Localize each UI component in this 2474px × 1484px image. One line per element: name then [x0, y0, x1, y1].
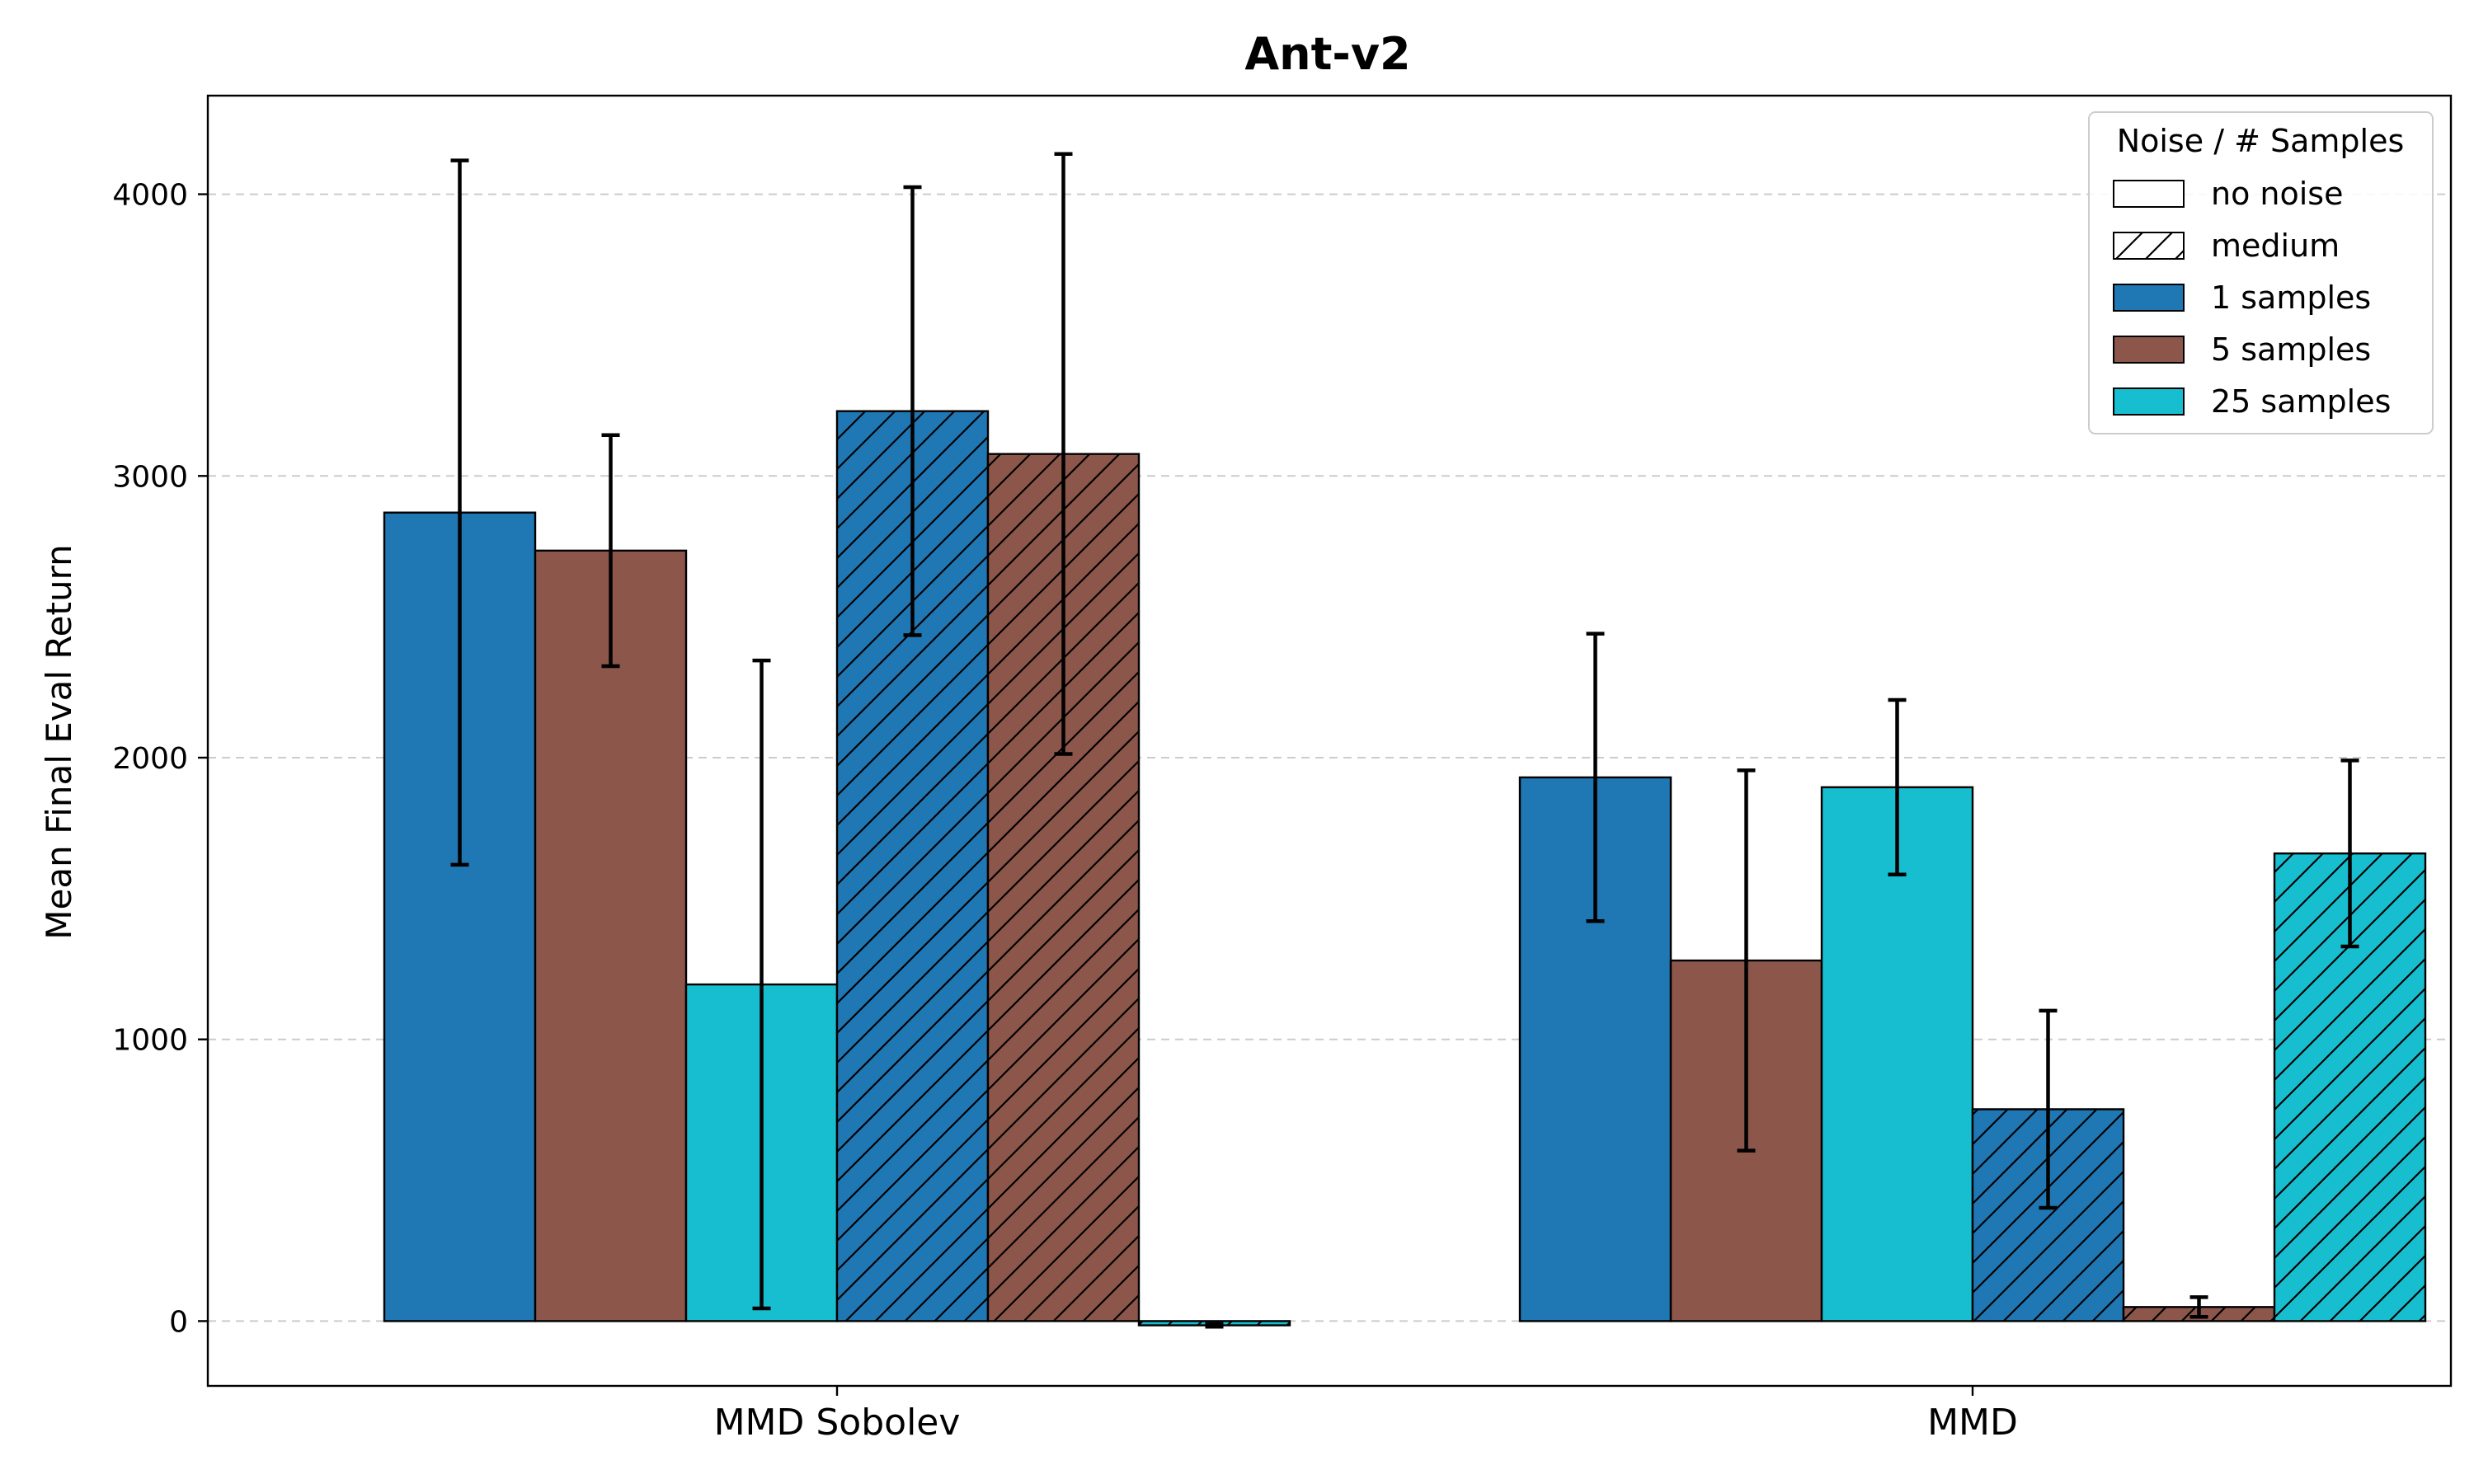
x-tick-label-1: MMD [1927, 1402, 2018, 1444]
legend-swatch-25-samples [2113, 387, 2185, 416]
legend-label-no-noise: no noise [2211, 176, 2343, 212]
y-tick-label-2000: 2000 [112, 742, 188, 776]
y-tick-label-4000: 4000 [112, 179, 188, 213]
legend-label-5-samples: 5 samples [2211, 331, 2371, 368]
plot-frame [206, 94, 2453, 1388]
x-tick-label-0: MMD Sobolev [714, 1402, 961, 1444]
bars [383, 410, 2427, 1327]
legend-swatch-5-samples [2113, 336, 2185, 364]
legend-label-1-samples: 1 samples [2211, 279, 2371, 316]
chart-title: Ant-v2 [1244, 28, 1410, 80]
y-axis: 0 1000 2000 3000 4000 [112, 179, 208, 1339]
legend-swatch-no-noise [2113, 180, 2185, 208]
legend: Noise / # Samples no noise medium 1 samp… [2088, 111, 2434, 434]
error-bars [450, 152, 2359, 1329]
legend-label-medium: medium [2211, 228, 2340, 264]
y-tick-label-0: 0 [169, 1305, 188, 1339]
y-tick-label-3000: 3000 [112, 460, 188, 494]
legend-swatch-medium [2113, 232, 2185, 260]
legend-label-25-samples: 25 samples [2211, 383, 2391, 420]
y-tick-label-1000: 1000 [112, 1024, 188, 1058]
x-axis: MMD Sobolev MMD [714, 1386, 2018, 1444]
bar-g0-s1 [535, 550, 686, 1322]
legend-title: Noise / # Samples [2117, 123, 2405, 159]
y-axis-label: Mean Final Eval Return [39, 544, 79, 939]
legend-swatch-1-samples [2113, 284, 2185, 312]
